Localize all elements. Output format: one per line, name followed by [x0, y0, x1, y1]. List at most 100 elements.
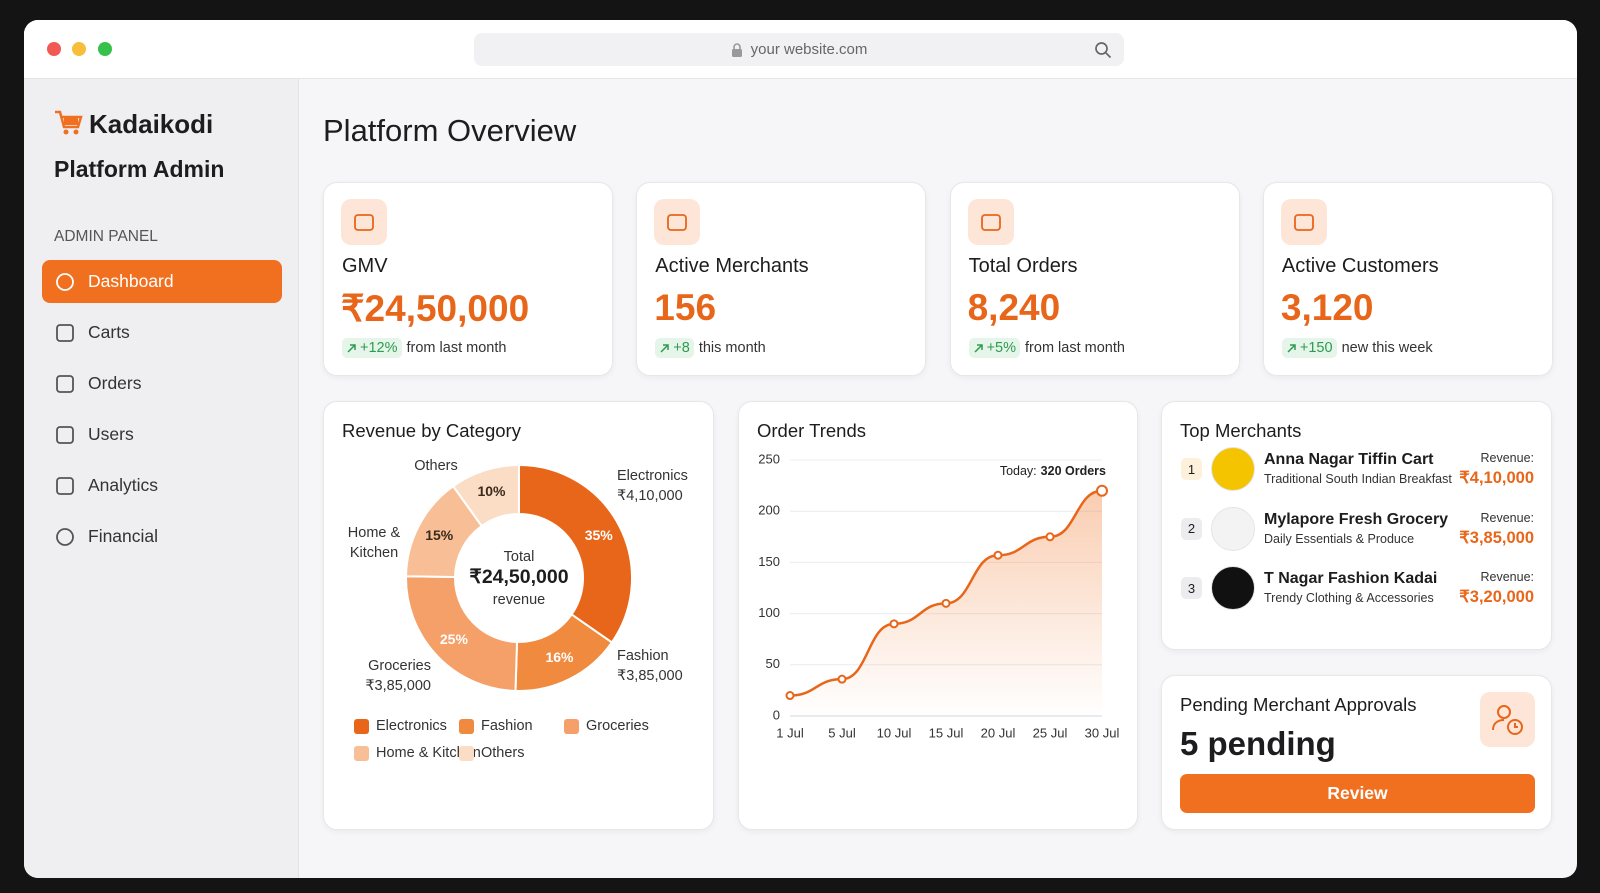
stat-card: Total Orders 8,240 +5% from last month — [949, 182, 1240, 376]
stat-label: Active Merchants — [655, 255, 809, 277]
outer-label: Electronics ₹4,10,000 — [617, 466, 707, 506]
change-pill: +8 — [655, 338, 694, 358]
stat-label: Total Orders — [968, 255, 1078, 277]
icon-shape — [56, 272, 74, 291]
title-bar: your website.com — [24, 20, 1577, 79]
window-controls — [47, 42, 112, 56]
rank: 1 — [1181, 458, 1202, 480]
review-button[interactable]: Review — [1180, 774, 1535, 813]
nav-item[interactable]: Dashboard — [42, 260, 282, 303]
point — [837, 674, 847, 684]
slice-label: 15% — [425, 527, 454, 543]
x-tick-label: 5 Jul — [828, 725, 856, 740]
arrow — [974, 343, 983, 353]
merchant-name: Mylapore Fresh Grocery — [1264, 510, 1449, 528]
y-tick-label: 0 — [773, 707, 780, 722]
change-note: from last month — [406, 340, 507, 356]
outer-label: Home & Kitchen — [344, 523, 404, 563]
nav-item[interactable]: Financial — [42, 515, 282, 558]
url-bar[interactable]: your website.com — [474, 33, 1124, 66]
legend-item: Home & Kitchen — [354, 745, 481, 761]
annotation-label: Today: — [1000, 464, 1037, 478]
revenue-card: Revenue by Category 35% 16% 25% 15% 10% Total… — [323, 401, 714, 830]
nav-icon — [56, 374, 74, 393]
card-title: Top Merchants — [1180, 420, 1302, 441]
nav-icon — [56, 527, 74, 546]
legend-item: Fashion — [459, 718, 533, 734]
change-note: this month — [698, 340, 766, 356]
x-tick-label: 1 Jul — [776, 725, 804, 740]
y-tick-label: 100 — [758, 605, 780, 620]
category-amount: ₹4,10,000 — [617, 488, 683, 504]
annotation-text: 320 Orders — [1041, 464, 1106, 478]
nav-item[interactable]: Analytics — [42, 464, 282, 507]
nav-label: Orders — [88, 373, 142, 393]
stat-label: GMV — [342, 255, 388, 277]
change-value: +5% — [986, 340, 1017, 356]
category-amount: ₹3,85,000 — [617, 668, 683, 684]
point — [889, 619, 899, 629]
stat-change: +12% from last month — [342, 338, 506, 358]
icon — [1293, 214, 1314, 231]
legend-item: Groceries — [564, 718, 649, 734]
legend-label: Others — [481, 745, 525, 761]
icon-shape — [1293, 214, 1314, 231]
outer-label: Groceries ₹3,85,000 — [344, 656, 431, 696]
category-name: Home & Kitchen — [347, 525, 401, 561]
slice-label: 25% — [440, 631, 469, 647]
revenue-value: ₹3,20,000 — [1459, 588, 1534, 606]
stat-icon — [1280, 199, 1327, 245]
slice-label: 35% — [585, 527, 614, 543]
slice-label: 10% — [477, 483, 506, 499]
slice — [518, 463, 633, 644]
icon-shape — [354, 214, 374, 231]
rank: 2 — [1181, 517, 1202, 540]
stat-label: Active Customers — [1281, 255, 1439, 277]
point — [785, 691, 795, 701]
arrow — [347, 343, 356, 353]
nav-item[interactable]: Users — [42, 413, 282, 456]
merchant-desc: Trendy Clothing & Accessories — [1264, 591, 1434, 605]
stat-value: 8,240 — [967, 287, 1061, 328]
card-title: Pending Merchant Approvals — [1180, 694, 1417, 715]
rank: 3 — [1181, 577, 1202, 599]
merchant-logo — [1211, 447, 1255, 491]
nav-item[interactable]: Orders — [42, 362, 282, 405]
stat-icon — [341, 199, 387, 245]
center-bottom: revenue — [493, 592, 545, 608]
arrow-icon — [347, 343, 356, 353]
stat-card: GMV ₹24,50,000 +12% from last month — [323, 182, 613, 376]
nav-label: Carts — [88, 322, 130, 342]
page-title: Platform Overview — [323, 113, 577, 148]
change-note: new this week — [1341, 340, 1433, 356]
pending-icon — [1480, 692, 1535, 747]
revenue-label: Revenue: — [1480, 510, 1534, 525]
legend-label: Fashion — [481, 718, 533, 734]
stat-value: 156 — [654, 287, 717, 328]
stat-icon — [967, 199, 1014, 245]
trend-card: Order Trends 0 50 100 150 200 250 1 Jul 5 Jul 10… — [738, 401, 1138, 830]
icon-shape — [56, 527, 74, 546]
line-chart: 0 50 100 150 200 250 1 Jul 5 Jul 10 Jul 15 Jul 20 … — [758, 451, 1119, 740]
point — [993, 550, 1003, 560]
change-value: +150 — [1299, 340, 1333, 356]
y-tick-label: 250 — [758, 451, 780, 466]
arrow-icon — [660, 343, 670, 353]
stat-value: 3,120 — [1280, 287, 1374, 328]
outer-label: Others — [406, 456, 466, 476]
category-name: Groceries — [368, 658, 431, 674]
merchant-name: T Nagar Fashion Kadai — [1264, 570, 1438, 587]
stat-card: Active Merchants 156 +8 this month — [636, 182, 927, 376]
nav-icon — [56, 323, 74, 342]
stat-change: +150 new this week — [1281, 338, 1433, 358]
legend-label: Home & Kitchen — [376, 745, 481, 761]
merchant-logo — [1211, 566, 1255, 610]
nav-item[interactable]: Carts — [42, 311, 282, 354]
x-tick-label: 20 Jul — [981, 725, 1016, 740]
search-icon — [1095, 42, 1112, 59]
icon-shape — [56, 425, 74, 444]
legend-item: Others — [459, 745, 525, 761]
donut-chart: 35% 16% 25% 15% 10% Total₹24,50,000 revenue — [404, 463, 633, 692]
legend-swatch — [564, 718, 579, 734]
